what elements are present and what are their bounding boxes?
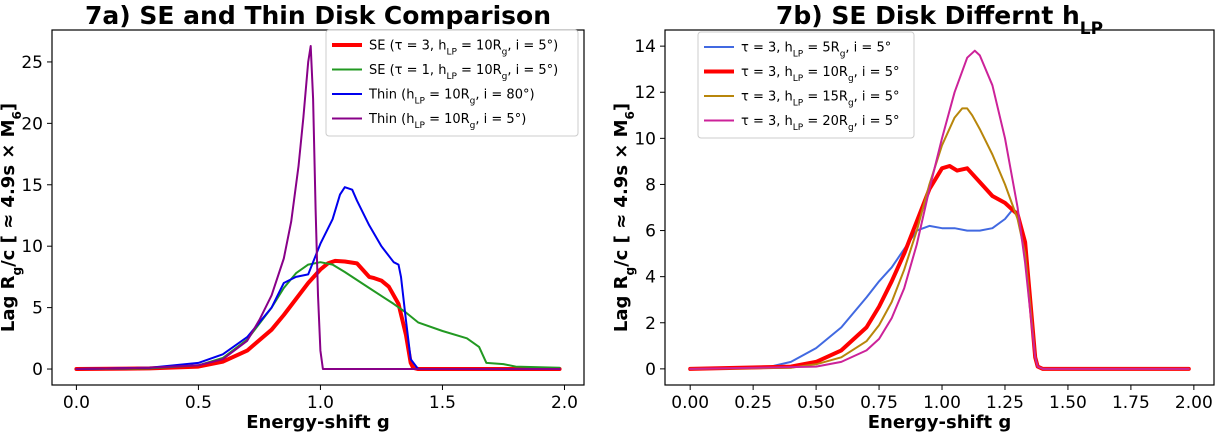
chart-title: 7a) SE and Thin Disk Comparison: [85, 1, 551, 30]
legend-entry: Thin (hLP = 10Rg, i = 80°): [368, 88, 535, 107]
x-tick-label: 1.75: [1112, 393, 1150, 413]
y-tick-label: 15: [21, 176, 43, 196]
legend-box: [325, 29, 579, 137]
y-tick-label: 2: [645, 314, 656, 334]
x-tick-label: 0.5: [185, 393, 212, 413]
y-axis-label: Lag Rg/c [ ≈ 4.9s × M6]: [611, 103, 637, 332]
legend-box: [697, 31, 915, 139]
y-axis-label: Lag Rg/c [ ≈ 4.9s × M6]: [0, 103, 24, 332]
x-tick-label: 1.5: [429, 393, 456, 413]
series-line-4: [75, 45, 561, 370]
legend-entry: τ = 3, hLP = 5Rg, i = 5°: [741, 41, 891, 60]
y-tick-label: 6: [645, 222, 656, 242]
x-tick-label: 1.0: [307, 393, 334, 413]
plot-area: [688, 49, 1191, 371]
plot-frame: [51, 29, 585, 386]
y-tick-label: 25: [21, 53, 43, 73]
legend-entry: τ = 3, hLP = 15Rg, i = 5°: [741, 90, 899, 109]
legend-entry: τ = 3, hLP = 20Rg, i = 5°: [741, 114, 899, 133]
chart-panel-a: 7a) SE and Thin Disk Comparison 0.0 0.5 1.0…: [0, 1, 585, 433]
x-tick-label: 0.50: [797, 393, 835, 413]
legend-entry: τ = 3, hLP = 10Rg, i = 5°: [741, 65, 899, 84]
x-tick-label: 0.75: [860, 393, 898, 413]
legend: SE (τ = 3, hLP = 10Rg, i = 5°) SE (τ = 1,…: [325, 29, 579, 137]
x-tick-label: 0.00: [671, 393, 709, 413]
series-line-1: [74, 258, 562, 371]
x-tick-label: 0.0: [63, 393, 90, 413]
x-tick-label: 1.25: [986, 393, 1024, 413]
y-tick-label: 20: [21, 114, 43, 134]
x-tick-label: 2.0: [551, 393, 578, 413]
series-line-1: [689, 208, 1190, 370]
chart-panel-b: 7b) SE Disk Differnt hLP 0.00 0.25 0.50 0.75…: [611, 1, 1215, 433]
legend-entry: SE (τ = 1, hLP = 10Rg, i = 5°): [369, 63, 558, 82]
x-tick-label: 1.50: [1049, 393, 1087, 413]
legend-entry: SE (τ = 3, hLP = 10Rg, i = 5°): [369, 39, 558, 58]
y-tick-label: 14: [634, 37, 656, 57]
x-tick-label: 2.00: [1175, 393, 1213, 413]
x-axis-label: Energy-shift g: [868, 412, 1012, 433]
series-line-4: [689, 49, 1190, 370]
x-tick-label: 0.25: [734, 393, 772, 413]
plot-area: [74, 45, 562, 371]
plot-frame: [664, 29, 1215, 386]
y-tick-label: 0: [645, 360, 656, 380]
y-tick-label: 12: [634, 83, 656, 103]
y-tick-label: 4: [645, 268, 656, 288]
y-tick-label: 10: [21, 237, 43, 257]
x-tick-label: 1.00: [923, 393, 961, 413]
legend: τ = 3, hLP = 5Rg, i = 5° τ = 3, hLP = 10R…: [697, 31, 915, 139]
y-tick-label: 0: [32, 360, 43, 380]
y-tick-label: 5: [32, 299, 43, 319]
series-line-2: [688, 164, 1191, 371]
y-tick-label: 8: [645, 175, 656, 195]
chart-title: 7b) SE Disk Differnt hLP: [776, 1, 1103, 39]
legend-entry: Thin (hLP = 10Rg, i = 5°): [368, 112, 526, 131]
y-tick-label: 10: [634, 129, 656, 149]
series-line-3: [75, 186, 561, 370]
x-axis-label: Energy-shift g: [246, 412, 390, 433]
